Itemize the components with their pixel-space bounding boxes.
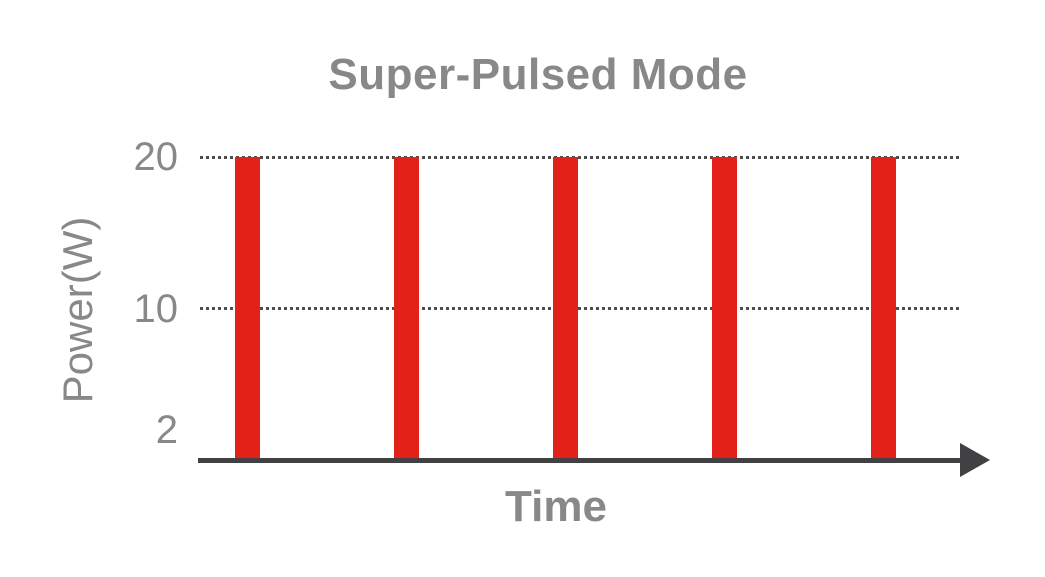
x-axis-line (198, 458, 964, 463)
y-tick-label-2: 2 (155, 407, 178, 452)
pulse-bar (553, 157, 578, 458)
x-axis-arrowhead-icon (960, 443, 990, 477)
pulse-bar (394, 157, 419, 458)
y-tick-label-10: 10 (133, 286, 179, 331)
gridline-10 (200, 307, 959, 310)
gridline-20 (200, 155, 959, 159)
x-axis-label: Time (505, 482, 607, 531)
chart-title: Super-Pulsed Mode (328, 50, 748, 99)
pulse-bar (235, 157, 260, 458)
pulse-bar (712, 157, 737, 458)
y-tick-label-20: 20 (133, 135, 179, 179)
pulse-bar (871, 157, 896, 458)
